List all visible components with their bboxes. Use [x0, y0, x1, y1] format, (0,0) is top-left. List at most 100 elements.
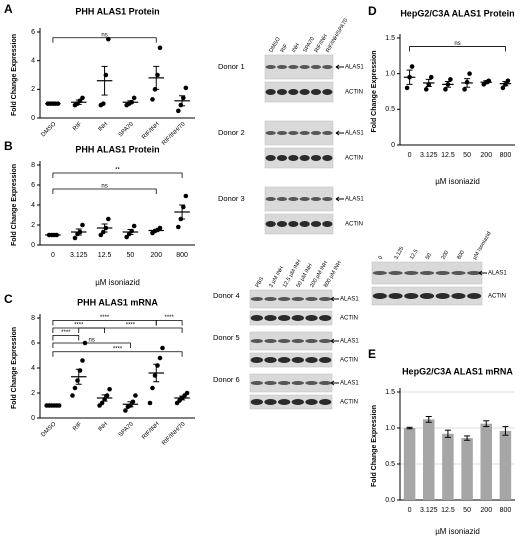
blot-band [250, 399, 263, 405]
blot-band [276, 221, 288, 227]
blot-band [265, 65, 276, 69]
blot-band [291, 357, 304, 363]
significance-bracket [52, 188, 157, 194]
blot-band [451, 271, 466, 275]
data-point [80, 222, 85, 228]
blot-band [276, 155, 288, 161]
band-label: ACTIN [488, 294, 506, 300]
blot-band [265, 131, 276, 135]
significance-label: **** [100, 315, 110, 321]
y-tick-label: 1.5 [385, 35, 395, 42]
y-tick-label: 6 [31, 29, 35, 36]
band-label: ACTIN [340, 316, 358, 322]
blot-band [435, 271, 450, 275]
blot-band [278, 357, 291, 363]
lane-label: RIF [280, 42, 290, 53]
x-tick-label: 800 [500, 507, 512, 514]
significance-label: **** [74, 323, 84, 329]
donor-label: Donor 2 [218, 128, 245, 137]
data-point [72, 385, 78, 391]
y-tick-label: 2 [31, 86, 35, 93]
data-point [157, 355, 163, 361]
x-tick-label: 800 [500, 152, 512, 159]
x-tick-label: RIF [72, 421, 83, 432]
bar [423, 419, 435, 500]
data-point [505, 78, 511, 84]
blot-band [319, 357, 332, 363]
data-point [423, 87, 429, 92]
data-point [176, 224, 181, 230]
x-tick-label: INH [98, 421, 110, 433]
blot-band [299, 155, 310, 161]
lane-label: INH [291, 42, 301, 53]
data-point [70, 393, 75, 398]
blot-strip [249, 352, 333, 368]
lane-label: 3.125 [393, 246, 405, 261]
x-tick-label: RIF [72, 121, 83, 132]
chart-title: PHH ALAS1 Protein [75, 144, 159, 154]
chart-title: HepG2/C3A ALAS1 Protein [400, 8, 514, 18]
y-tick-label: 4 [31, 365, 35, 372]
y-tick-label: 4 [31, 58, 35, 65]
blot-band [250, 357, 263, 363]
significance-bracket [52, 37, 157, 43]
lane-label: 800 [456, 250, 466, 261]
blot-band [372, 293, 387, 299]
data-point [462, 87, 467, 92]
blot-band [291, 315, 304, 321]
blot-band [264, 399, 277, 405]
blot-band [310, 221, 322, 227]
data-point [157, 45, 163, 51]
blot-band [388, 271, 403, 275]
blot-band [322, 155, 333, 161]
blot-band [319, 297, 332, 301]
blot-band [305, 315, 318, 321]
blot-band [288, 65, 299, 69]
panel-letter: D [368, 4, 377, 18]
blot-band [291, 399, 304, 405]
data-point [104, 393, 110, 398]
y-axis-label: Fold Change Expression [11, 327, 18, 409]
blot-band [288, 221, 299, 227]
x-tick-label: 200 [480, 152, 492, 159]
blot-band [265, 155, 276, 161]
x-tick-label: 200 [150, 252, 162, 259]
x-tick-label: 0 [51, 252, 55, 259]
blot-band [404, 293, 419, 299]
data-point [80, 95, 85, 101]
data-point [150, 97, 155, 102]
blot-band [288, 197, 299, 201]
bar [499, 430, 512, 500]
significance-bracket [52, 320, 157, 326]
x-tick-label: 50 [463, 507, 471, 514]
x-tick-label: RIF/INH/70 [161, 421, 187, 447]
band-label: ACTIN [345, 222, 363, 228]
significance-label: ns [88, 338, 94, 344]
data-point [150, 385, 155, 391]
donor-label: Donor 4 [213, 291, 240, 300]
blot-band [276, 197, 288, 201]
blot-band [299, 89, 310, 95]
blot-strip [249, 394, 333, 410]
lane-label: 0 [378, 255, 385, 261]
data-point [72, 235, 78, 241]
panel-letter: B [4, 139, 13, 153]
blot-band [299, 131, 310, 135]
y-axis-label: Fold Change Expression [11, 34, 18, 116]
x-axis-label: µM isoniazid [435, 527, 480, 536]
data-point [106, 216, 111, 222]
blot-band [322, 131, 333, 135]
x-tick-label: 3.125 [70, 252, 88, 259]
blot-band [264, 297, 277, 301]
band-label: ALAS1 [345, 65, 364, 71]
blot-band [419, 293, 435, 299]
blot-band [319, 399, 332, 405]
blot-band [291, 297, 304, 301]
blot-band [264, 357, 277, 363]
significance-bracket [52, 172, 183, 178]
blot-band [451, 293, 466, 299]
blot-band [278, 399, 291, 405]
band-arrow [330, 296, 339, 302]
data-point [99, 400, 105, 406]
